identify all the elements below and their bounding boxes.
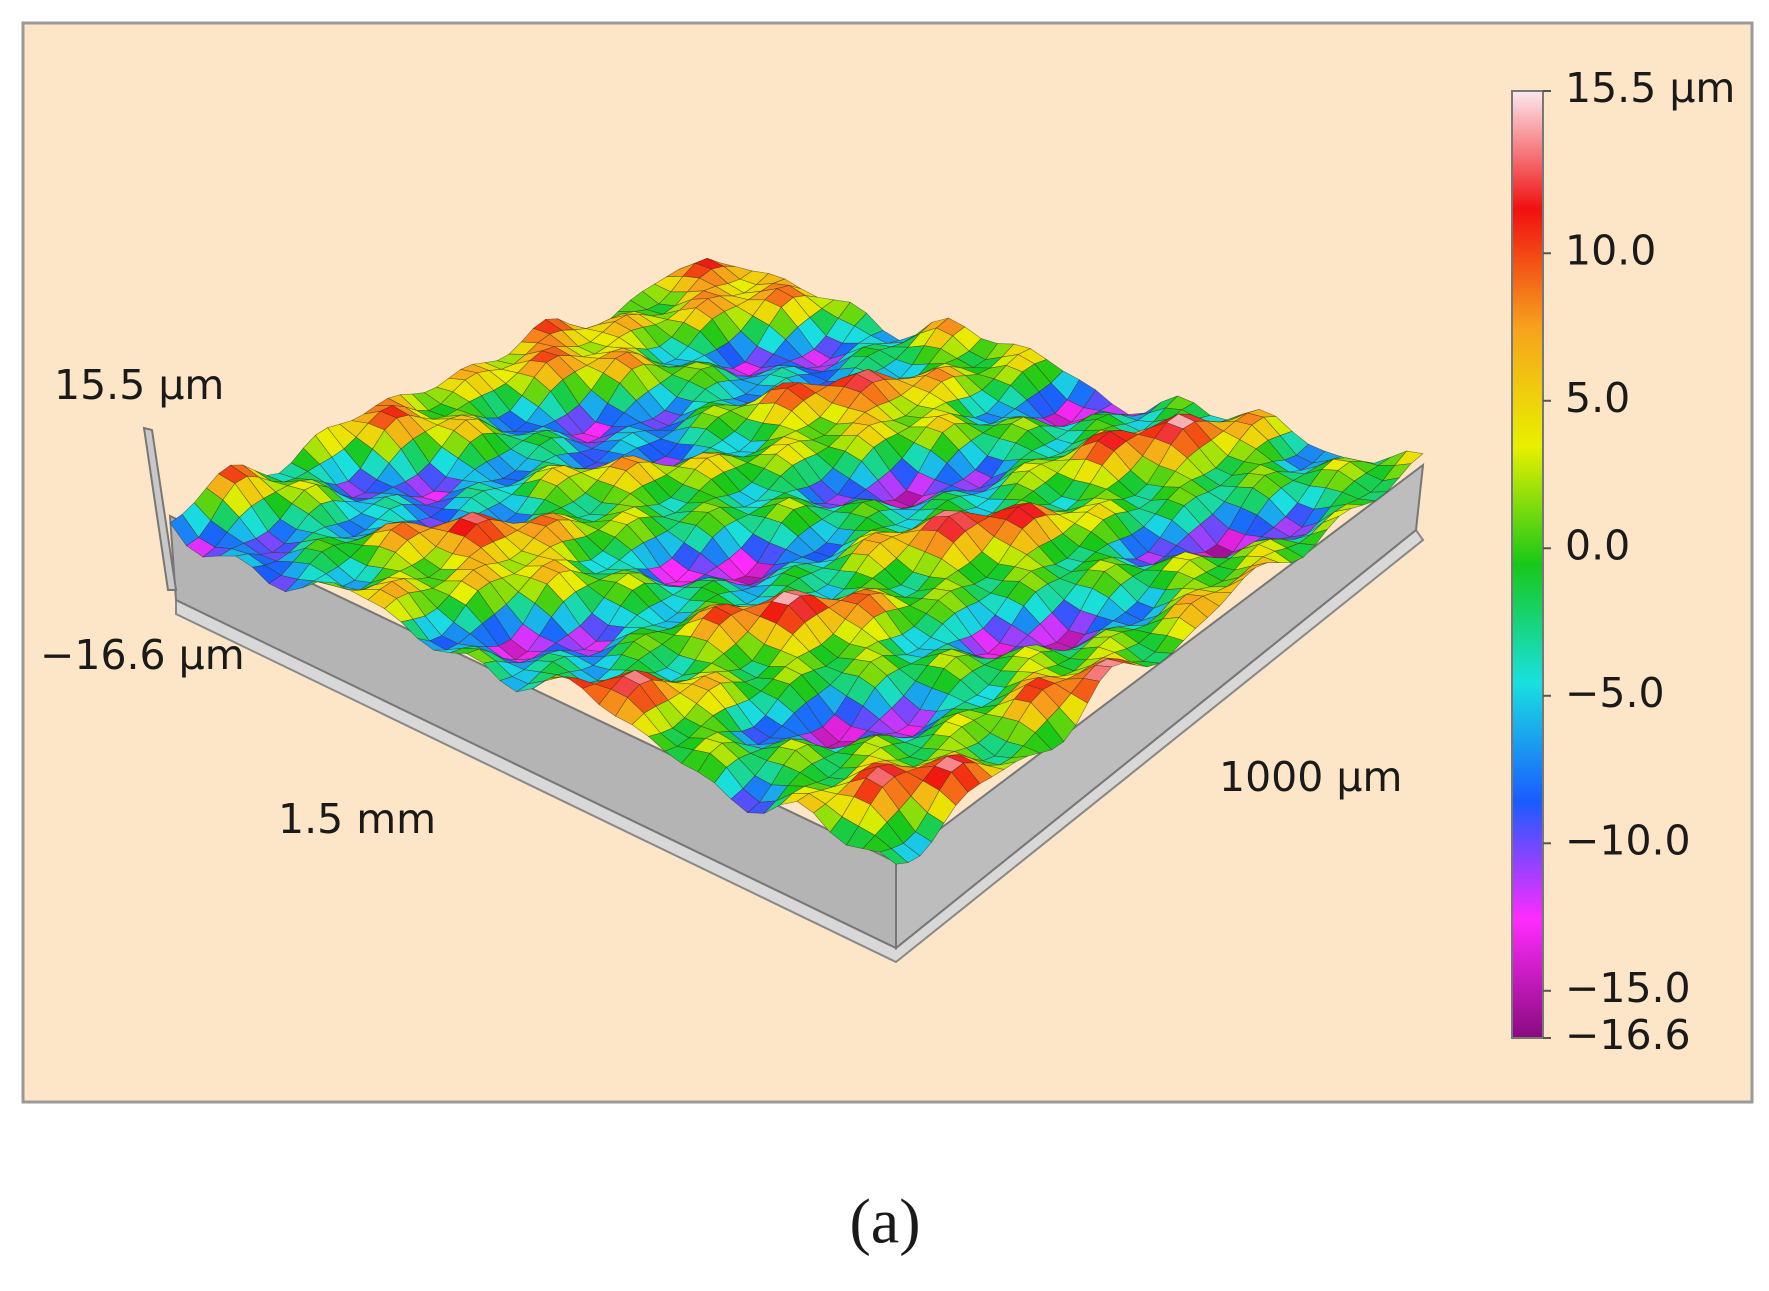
colorbar-tick-label: −16.6 (1565, 1011, 1691, 1059)
colorbar-tick-label: 10.0 (1565, 226, 1656, 274)
colorbar-tick-label: 15.5 µm (1565, 64, 1735, 112)
colorbar-tick-label: 0.0 (1565, 521, 1630, 569)
colorbar (1511, 90, 1544, 1039)
right-face (895, 462, 1425, 951)
z-min-label: −16.6 µm (40, 631, 245, 679)
colorbar-tick-label: 5.0 (1565, 374, 1630, 422)
surface-facet (878, 848, 909, 865)
surface (169, 258, 1424, 865)
x-axis-label: 1.5 mm (278, 795, 436, 843)
z-axis-bar (142, 426, 178, 591)
caption: (a) (849, 1186, 920, 1257)
colorbar-tick-label: −10.0 (1565, 816, 1691, 864)
z-max-label: 15.5 µm (54, 361, 224, 409)
colorbar-tick-label: −15.0 (1565, 964, 1691, 1012)
y-axis-label: 1000 µm (1219, 753, 1402, 801)
colorbar-tick-label: −5.0 (1565, 669, 1665, 717)
